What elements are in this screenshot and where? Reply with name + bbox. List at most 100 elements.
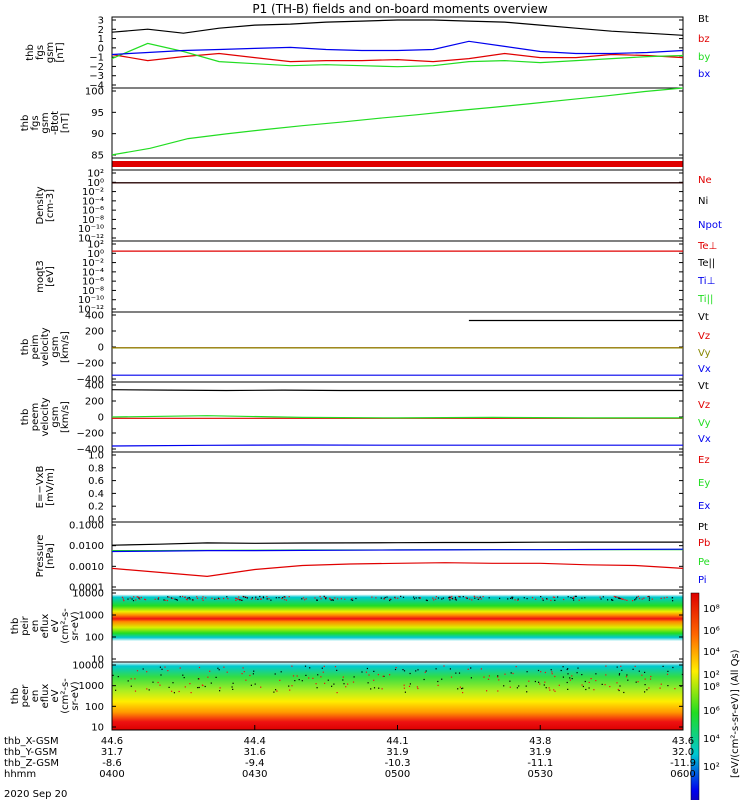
spectrogram-speckle	[609, 686, 611, 688]
spectrogram-speckle	[546, 598, 548, 600]
spectrogram-speckle	[238, 596, 240, 598]
spectrogram-speckle	[614, 596, 616, 598]
spectrogram-speckle	[577, 667, 579, 669]
spectrogram-speckle	[146, 688, 148, 690]
spectrogram-speckle	[573, 596, 575, 598]
spectrogram-speckle	[330, 598, 332, 600]
series-line	[111, 40, 684, 56]
spectrogram-speckle	[479, 596, 481, 598]
time-axis-value: 43.6	[672, 736, 694, 747]
spectrogram-speckle	[292, 675, 295, 677]
spectrogram-speckle	[544, 671, 546, 674]
spectrogram-speckle	[202, 684, 204, 687]
spectrogram-speckle	[662, 665, 664, 667]
y-tick-label: 10²	[87, 240, 104, 251]
spectrogram-speckle	[243, 596, 245, 598]
spectrogram-speckle	[605, 674, 607, 676]
panel-7: 1.00.8 0.6 0.4 0.2 0.0 E=−VxB [mV/m] Ez Ey Ex	[35, 451, 710, 526]
spectrogram-speckle	[590, 678, 592, 680]
spectrogram-speckle	[334, 666, 337, 668]
spectrogram-speckle	[298, 679, 300, 681]
spectrogram-speckle	[315, 683, 317, 685]
spectrogram-speckle	[624, 599, 626, 601]
spectrogram-speckle	[651, 598, 653, 600]
spectrogram-speckle	[637, 681, 639, 683]
spectrogram-speckle	[441, 598, 443, 600]
legend-label: Vt	[698, 381, 709, 392]
spectrogram-speckle	[549, 689, 551, 691]
y-axis-label: (cm²-s-	[60, 678, 71, 714]
spectrogram-speckle	[160, 674, 162, 676]
spectrogram-speckle	[324, 682, 326, 684]
spectrogram-speckle	[498, 679, 500, 681]
spectrogram-speckle	[415, 597, 417, 599]
spectrogram-speckle	[219, 687, 221, 689]
y-axis-label: -Btot	[50, 111, 61, 135]
spectrogram-speckle	[510, 597, 512, 599]
spectrogram-speckle	[569, 679, 571, 681]
spectrogram-speckle	[250, 598, 253, 600]
spectrogram-speckle	[457, 688, 459, 690]
spectrogram-speckle	[366, 667, 368, 670]
spectrogram-speckle	[226, 671, 228, 673]
spectrogram-speckle	[622, 598, 624, 600]
y-axis-label: [nT]	[55, 42, 66, 62]
spectrogram-speckle	[389, 599, 391, 602]
spectrogram-speckle	[197, 678, 199, 680]
spectrogram-speckle	[450, 676, 453, 678]
series-line	[111, 415, 683, 419]
spectrogram-speckle	[573, 597, 575, 599]
legend-label: Te||	[697, 258, 715, 269]
y-tick-label: 1000	[79, 611, 104, 622]
spectrogram-speckle	[503, 685, 505, 687]
spectrogram-speckle	[322, 671, 324, 673]
spectrogram-speckle	[245, 596, 247, 598]
spectrogram-speckle	[329, 597, 331, 599]
spectrogram-speckle	[409, 672, 411, 675]
spectrogram-speckle	[288, 596, 290, 598]
panel-8: 0.1000 0.0100 0.0010 0.0001 Pressure [nPa] Pt P…	[35, 521, 710, 594]
series-line	[111, 562, 684, 578]
y-tick-label: 10⁻¹⁰	[78, 295, 104, 306]
spectrogram-speckle	[140, 596, 142, 599]
spectrogram-speckle	[480, 598, 482, 600]
spectrogram-speckle	[157, 681, 159, 684]
colorbar-tick-label: 10⁴	[703, 734, 720, 745]
y-axis-label: eV	[50, 689, 61, 702]
spectrogram-speckle	[600, 598, 602, 600]
y-axis-label: gsm	[50, 336, 61, 357]
spectrogram-speckle	[217, 597, 220, 599]
spectrogram-speckle	[329, 598, 331, 600]
spectrogram-speckle	[550, 669, 552, 671]
spectrogram-speckle	[644, 691, 646, 693]
spectrogram-speckle	[674, 688, 676, 690]
spectrogram-speckle	[215, 676, 217, 678]
spectrogram-speckle	[136, 670, 139, 672]
spectrogram-speckle	[280, 671, 282, 673]
spectrogram-speckle	[209, 670, 211, 672]
spectrogram-speckle	[566, 681, 568, 684]
spectrogram-speckle	[176, 599, 178, 601]
y-tick-label: 10⁻⁴	[82, 267, 104, 278]
spectrogram-speckle	[548, 687, 550, 689]
y-tick-label: −4	[89, 81, 104, 92]
y-tick-label: 0.1000	[69, 521, 104, 532]
spectrogram-speckle	[648, 595, 650, 598]
spectrogram-speckle	[647, 596, 649, 598]
spectrogram-speckle	[344, 598, 346, 600]
y-axis-label: thb	[20, 115, 31, 132]
spectrogram-speckle	[402, 596, 405, 598]
spectrogram-speckle	[571, 678, 573, 680]
spectrogram-speckle	[525, 685, 527, 687]
y-axis-label: velocity	[40, 327, 51, 366]
spectrogram-speckle	[122, 598, 124, 600]
spectrogram-speckle	[643, 597, 645, 599]
spectrogram-speckle	[316, 599, 318, 601]
spectrogram-speckle	[179, 596, 181, 598]
spectrogram-speckle	[172, 682, 174, 684]
y-axis-label: thb	[20, 339, 31, 356]
spectrogram-speckle	[518, 685, 520, 687]
spectrogram-speckle	[171, 690, 173, 692]
